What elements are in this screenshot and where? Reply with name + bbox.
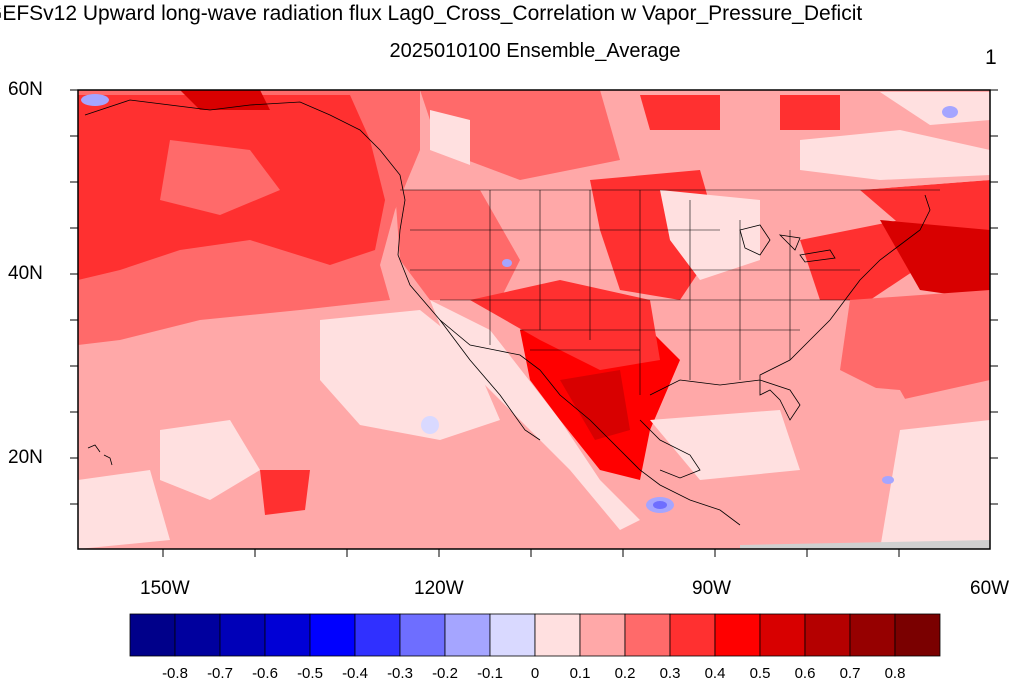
figure-subtitle: 2025010100 Ensemble_Average [389,40,681,62]
colorbar-swatch [849,613,896,657]
colorbar-tick-label: -0.3 [387,665,413,682]
colorbar-tick-label: 0.5 [749,665,771,682]
colorbar-tick-label: 0.1 [569,665,591,682]
colorbar-tick-label: -0.2 [432,665,458,682]
colorbar-swatch [354,613,401,657]
colorbar-tick-label: -0.7 [207,665,233,682]
colorbar-swatch [579,613,626,657]
colorbar-tick-label: 0.8 [884,665,906,682]
colorbar-swatch [624,613,671,657]
colorbar-tick-label: -0.6 [252,665,278,682]
colorbar-tick-label: 0 [530,665,540,682]
colorbar-tick-label: 0.6 [794,665,816,682]
figure-title: GEFSv12 Upward long-wave radiation flux … [0,2,863,25]
colorbar-tick-label: 0.3 [659,665,681,682]
lon-label-150w: 150W [140,578,190,599]
colorbar-swatch [444,613,491,657]
lon-label-60w: 60W [970,578,1010,599]
lat-label-20n: 20N [8,447,43,468]
colorbar-swatch [489,613,536,657]
colorbar-tick-label: -0.5 [297,665,323,682]
colorbar-tick-label: 0.2 [614,665,636,682]
lon-label-90w: 90W [692,578,732,599]
colorbar-swatch [669,613,716,657]
colorbar-swatch [714,613,761,657]
colorbar-swatch [219,613,266,657]
colorbar-swatch [759,613,806,657]
colorbar-tick-label: -0.4 [342,665,368,682]
colorbar-tick-label: 0.4 [704,665,726,682]
correlation-field [78,90,990,549]
colorbar-swatch [129,613,176,657]
colorbar-swatch [399,613,446,657]
lat-label-60n: 60N [8,79,43,100]
colorbar-tick-label: 0.7 [839,665,861,682]
colorbar-swatch [534,613,581,657]
corner-label: 1 [985,46,997,69]
colorbar-swatch [264,613,311,657]
colorbar-tick-label: -0.1 [477,665,503,682]
colorbar [129,613,941,657]
colorbar-swatch [894,613,941,657]
colorbar-swatch [804,613,851,657]
lat-label-40n: 40N [8,263,43,284]
colorbar-tick-label: -0.8 [162,665,188,682]
lon-label-120w: 120W [414,578,464,599]
colorbar-swatch [174,613,221,657]
colorbar-swatch [309,613,356,657]
